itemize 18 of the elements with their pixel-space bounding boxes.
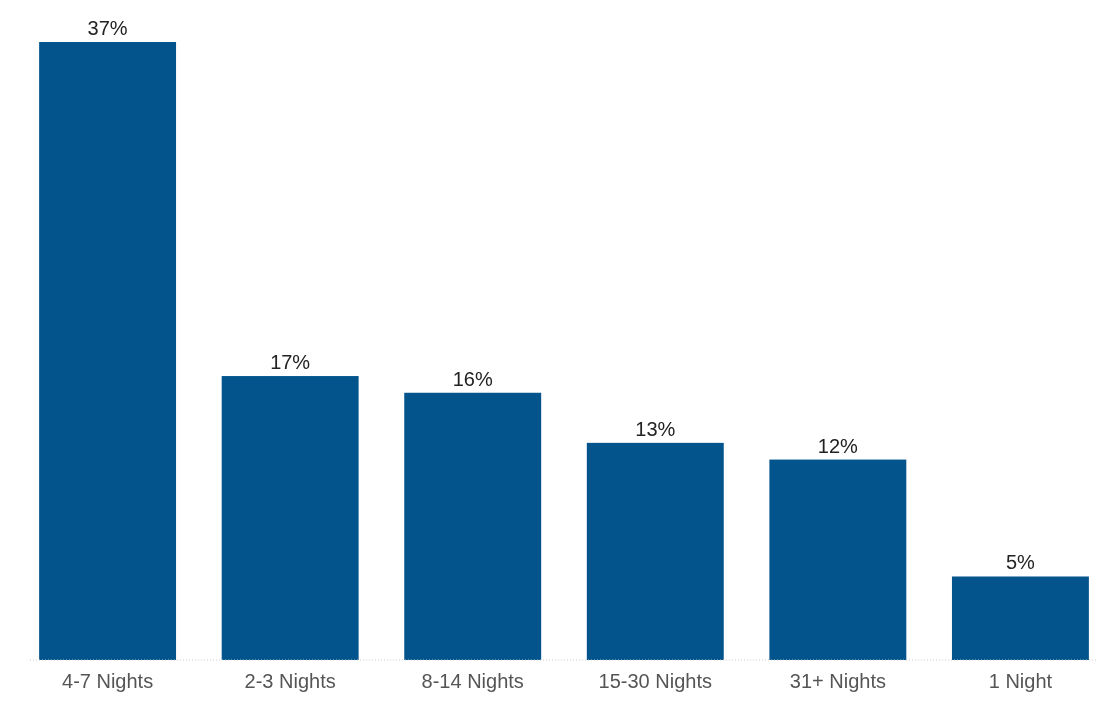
bar xyxy=(221,376,359,660)
bar xyxy=(404,392,542,660)
bar xyxy=(769,459,907,660)
x-tick-label: 2-3 Nights xyxy=(244,670,336,693)
bar xyxy=(951,576,1089,660)
x-tick-label: 31+ Nights xyxy=(789,670,886,693)
x-tick-label: 4-7 Nights xyxy=(62,670,154,693)
bar xyxy=(39,42,177,660)
x-tick-label: 1 Night xyxy=(988,670,1053,693)
data-label: 13% xyxy=(635,417,676,440)
data-label: 17% xyxy=(270,351,311,374)
data-label: 16% xyxy=(452,367,493,390)
data-label: 37% xyxy=(87,17,128,39)
data-label: 5% xyxy=(1005,551,1036,574)
data-label: 12% xyxy=(817,434,859,457)
bar xyxy=(586,442,724,660)
x-tick-label: 15-30 Nights xyxy=(598,670,712,693)
x-tick-label: 8-14 Nights xyxy=(421,670,524,693)
